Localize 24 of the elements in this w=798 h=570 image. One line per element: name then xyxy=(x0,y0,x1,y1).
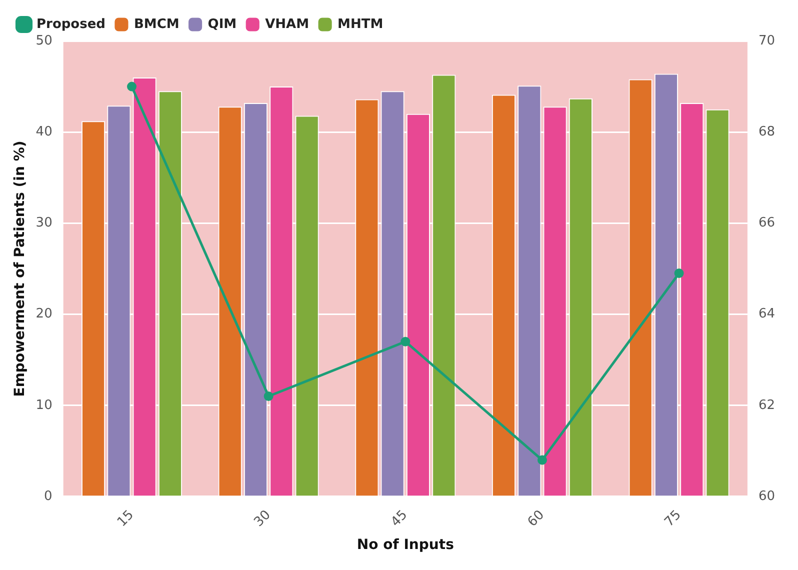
legend-label: QIM xyxy=(208,16,237,32)
y-tick-label: 20 xyxy=(36,306,52,322)
y2-tick-label: 64 xyxy=(758,306,776,322)
y2-tick-label: 62 xyxy=(758,398,776,413)
x-tick-label: 30 xyxy=(251,508,274,530)
x-tick-label: 15 xyxy=(114,508,137,530)
y2-tick-label: 66 xyxy=(758,216,776,231)
legend-label: VHAM xyxy=(265,16,310,32)
y-tick-label: 40 xyxy=(36,124,52,140)
x-tick-label: 60 xyxy=(525,508,548,530)
legend-label: MHTM xyxy=(338,16,384,32)
y2-tick-label: 70 xyxy=(758,33,776,48)
y-tick-label: 10 xyxy=(36,398,52,413)
y-axis-title: Empowerment of Patients (in %) xyxy=(12,140,28,397)
legend-label: Proposed xyxy=(36,16,106,32)
legend-label: BMCM xyxy=(134,16,180,32)
x-tick-label: 45 xyxy=(388,508,411,530)
y-tick-label: 0 xyxy=(44,488,52,504)
y2-tick-label: 60 xyxy=(758,488,776,504)
y-tick-label: 30 xyxy=(36,216,52,231)
y-tick-label: 50 xyxy=(36,33,52,48)
x-axis-title: No of Inputs xyxy=(356,537,454,554)
x-tick-label: 75 xyxy=(662,508,684,530)
y2-tick-label: 68 xyxy=(758,124,776,140)
